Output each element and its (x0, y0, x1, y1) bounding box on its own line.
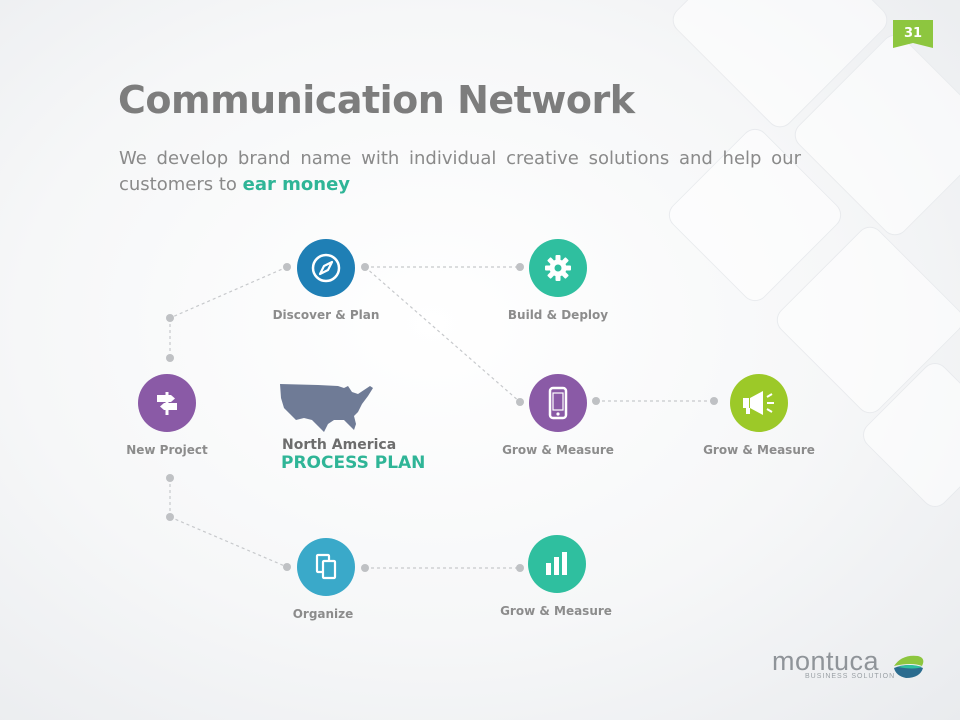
subtitle-highlight: ear money (242, 174, 351, 195)
grow-measure-chart-label: Grow & Measure (500, 604, 612, 618)
new-project-label: New Project (126, 443, 208, 457)
gear-icon (545, 255, 571, 281)
organize-node[interactable] (297, 538, 355, 596)
connector-dot (361, 564, 369, 572)
slide-title: Communication Network (118, 78, 635, 122)
connector-dot (361, 263, 369, 271)
connector-dot (166, 513, 174, 521)
copy-icon (315, 553, 337, 580)
connector-dot (516, 564, 524, 572)
brand-tagline: BUSINESS SOLUTION (805, 673, 896, 680)
grow-measure-chart-node[interactable] (528, 535, 586, 593)
build-deploy-node[interactable] (529, 239, 587, 297)
discover-plan-label: Discover & Plan (272, 308, 380, 322)
megaphone-icon (743, 391, 774, 415)
connector-dot (166, 314, 174, 322)
connector-dot (710, 397, 718, 405)
subtitle-text: We develop brand name with individual cr… (119, 148, 801, 195)
connector-dot (166, 474, 174, 482)
montuca-logo-icon (894, 655, 924, 678)
new-project-node[interactable] (138, 374, 196, 432)
process-plan-label: PROCESS PLAN (281, 453, 426, 473)
grow-measure-phone-node[interactable] (529, 374, 587, 432)
grow-measure-megaphone-label: Grow & Measure (703, 443, 815, 457)
connector-dot (166, 354, 174, 362)
compass-icon (311, 253, 341, 283)
brand-name: montuca (772, 646, 880, 676)
map-region-label: North America (282, 437, 397, 453)
smartphone-icon (548, 386, 568, 420)
signpost-icon (157, 392, 177, 415)
connector-dot (283, 563, 291, 571)
connector-dot (516, 263, 524, 271)
usa-map-icon (280, 384, 373, 432)
connector-dot (592, 397, 600, 405)
bar-chart-icon (546, 552, 567, 575)
organize-label: Organize (292, 607, 354, 621)
grow-measure-phone-label: Grow & Measure (502, 443, 614, 457)
slide-subtitle: We develop brand name with individual cr… (119, 146, 801, 198)
build-deploy-label: Build & Deploy (507, 308, 609, 322)
discover-plan-node[interactable] (297, 239, 355, 297)
connector-dot (516, 398, 524, 406)
grow-measure-megaphone-node[interactable] (730, 374, 788, 432)
connector-dot (283, 263, 291, 271)
